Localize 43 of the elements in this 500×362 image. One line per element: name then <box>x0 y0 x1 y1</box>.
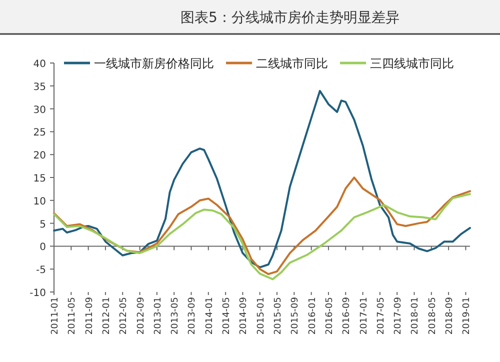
y-tick-label: 25 <box>33 128 46 139</box>
legend-label: 一线城市新房价格同比 <box>94 56 214 70</box>
line-series <box>53 176 471 276</box>
x-tick-label: 2017-09 <box>394 296 404 335</box>
x-tick-label: 2014-05 <box>222 297 232 335</box>
legend-label: 三四线城市同比 <box>370 56 454 70</box>
x-tick-label: 2018-05 <box>428 297 438 335</box>
x-tick-label: 2015-01 <box>256 297 266 335</box>
x-tick-label: 2012-01 <box>102 297 112 335</box>
y-tick-label: -10 <box>30 288 46 299</box>
x-tick-label: 2013-05 <box>170 297 181 335</box>
x-tick-label: 2016-09 <box>342 296 352 335</box>
x-tick-label: 2014-09 <box>239 296 250 335</box>
x-tick-label: 2014-01 <box>204 297 215 335</box>
x-tick-label: 2018-09 <box>445 296 456 335</box>
y-tick-label: 35 <box>33 82 46 93</box>
y-tick-label: 20 <box>33 150 46 162</box>
x-tick-label: 2013-01 <box>153 297 164 335</box>
x-tick-label: 2015-05 <box>274 297 284 335</box>
line-series <box>53 90 471 268</box>
x-tick-label: 2019-01 <box>462 297 472 335</box>
y-tick-label: 5 <box>40 219 46 230</box>
x-tick-label: 2017-01 <box>359 297 370 335</box>
x-tick-label: 2012-05 <box>119 297 130 335</box>
legend-label: 二线城市同比 <box>256 56 328 70</box>
x-tick-label: 2017-05 <box>376 297 386 335</box>
x-tick-label: 2011-01 <box>50 297 60 335</box>
y-tick-label: 30 <box>33 104 46 116</box>
y-tick-label: 40 <box>33 59 46 70</box>
x-tick-label: 2018-01 <box>410 297 421 335</box>
x-tick-label: 2016-05 <box>324 297 335 335</box>
line-series <box>53 193 471 280</box>
x-tick-label: 2011-09 <box>84 296 95 335</box>
x-tick-label: 2015-09 <box>290 296 301 335</box>
x-tick-label: 2012-09 <box>136 296 146 335</box>
y-tick-label: 10 <box>33 196 46 208</box>
chart-title: 图表5：分线城市房价走势明显差异 <box>180 10 400 26</box>
y-tick-label: 15 <box>33 174 46 184</box>
x-tick-label: 2011-05 <box>68 297 78 335</box>
x-tick-label: 2016-01 <box>308 297 318 335</box>
y-tick-label: 0 <box>40 242 46 254</box>
y-tick-label: -5 <box>36 265 46 276</box>
x-tick-label: 2013-09 <box>188 296 198 335</box>
